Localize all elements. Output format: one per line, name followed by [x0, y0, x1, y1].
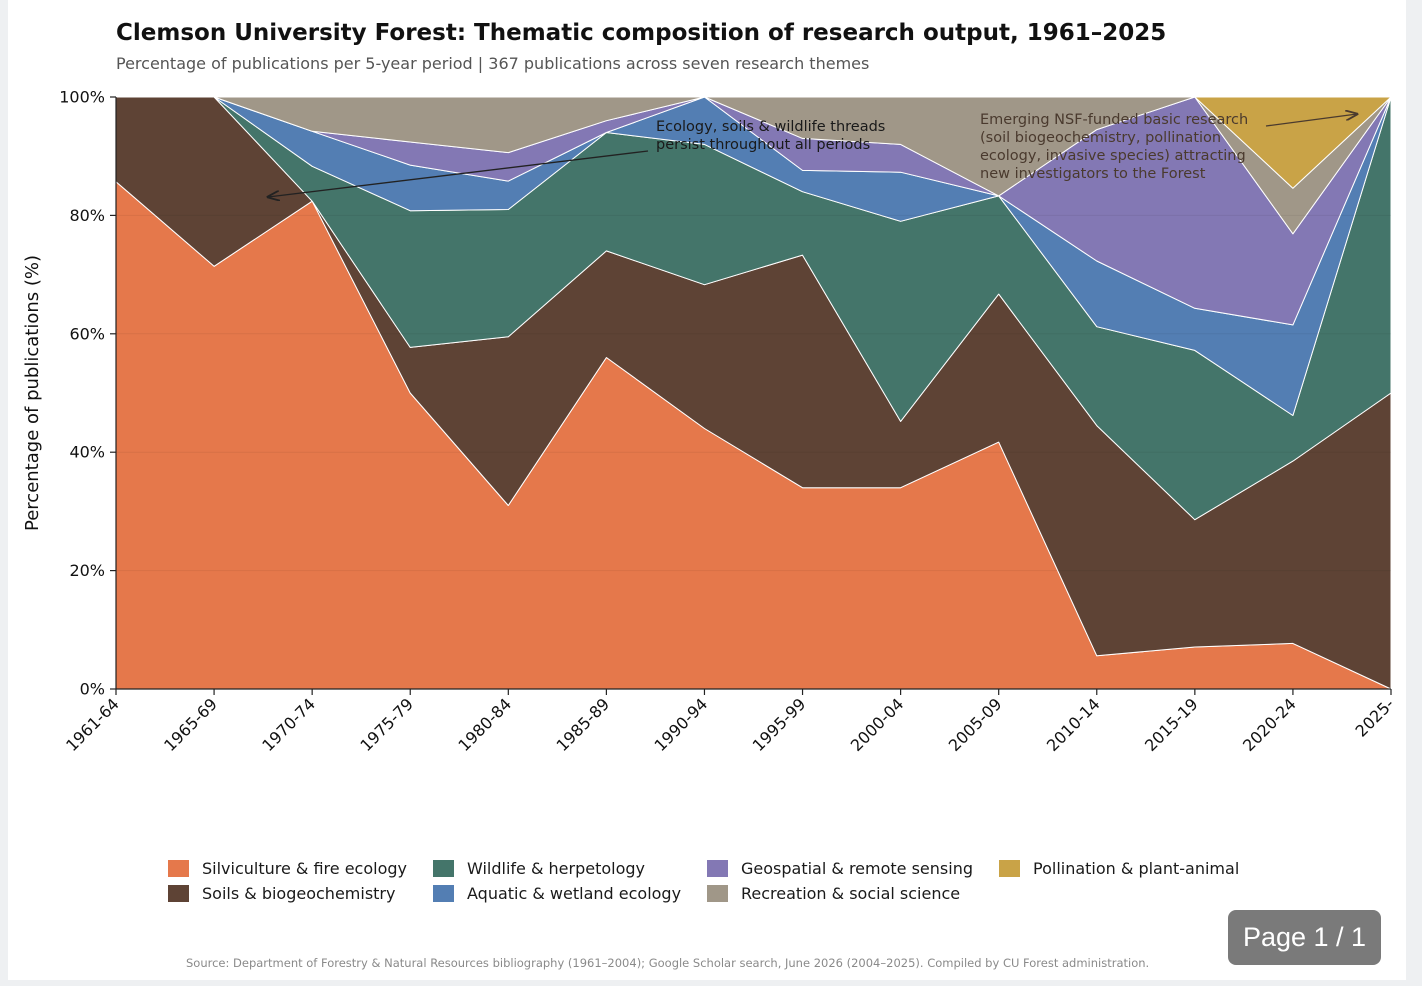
x-tick-label: 1985-89	[553, 694, 614, 755]
y-tick-label: 40%	[69, 443, 105, 462]
chart-legend: Silviculture & fire ecology Wildlife & he…	[168, 859, 1259, 903]
legend-item: Aquatic & wetland ecology	[433, 884, 707, 903]
x-tick-label: 1965-69	[160, 694, 221, 755]
x-tick-label: 2000-04	[847, 694, 908, 755]
legend-label: Wildlife & herpetology	[467, 859, 646, 878]
x-tick-label: 1970-74	[258, 694, 319, 755]
y-tick-label: 0%	[80, 680, 105, 699]
chart-title: Clemson University Forest: Thematic comp…	[116, 20, 1167, 46]
legend-swatch	[707, 885, 728, 902]
annotation-left-line: persist throughout all periods	[656, 137, 870, 153]
chart-page: Clemson University Forest: Thematic comp…	[8, 0, 1406, 980]
annotation-right-arrow	[1265, 114, 1357, 127]
annotation-right-line: ecology, invasive species) attracting	[980, 148, 1246, 164]
legend-label: Silviculture & fire ecology	[202, 859, 407, 878]
legend-item: Pollination & plant-animal	[999, 859, 1259, 878]
legend-item: Silviculture & fire ecology	[168, 859, 433, 878]
y-tick-label: 100%	[59, 88, 105, 107]
x-tick-label: 2025-	[1352, 694, 1398, 740]
area-chart: 0% 20% 40% 60% 80% 100% 1961-64 1965-69 1970-74 1…	[22, 88, 1398, 756]
x-tick-label: 2015-19	[1141, 694, 1202, 755]
x-tick-label: 1995-99	[749, 694, 810, 755]
page-indicator: Page 1 / 1	[1228, 910, 1381, 965]
x-tick-label: 1961-64	[62, 694, 123, 755]
x-tick-label: 1975-79	[356, 694, 417, 755]
legend-label: Pollination & plant-animal	[1033, 859, 1240, 878]
legend-label: Geospatial & remote sensing	[741, 859, 973, 878]
y-tick-label: 60%	[69, 324, 105, 343]
series-area-7	[115, 96, 1392, 189]
legend-swatch	[168, 885, 189, 902]
legend-label: Recreation & social science	[741, 884, 961, 903]
legend-item: Geospatial & remote sensing	[707, 859, 999, 878]
source-note: Source: Department of Forestry & Natural…	[186, 956, 1150, 970]
x-tick-label: 2005-09	[945, 694, 1006, 755]
annotation-left-line: Ecology, soils & wildlife threads	[656, 119, 885, 135]
y-tick-label: 20%	[69, 561, 105, 580]
y-tick-label: 80%	[69, 206, 105, 225]
legend-swatch	[433, 885, 454, 902]
legend-swatch	[707, 860, 728, 877]
chart-subtitle: Percentage of publications per 5-year pe…	[116, 54, 870, 73]
annotation-left-arrow	[268, 150, 649, 197]
annotation-right-line: Emerging NSF-funded basic research	[980, 112, 1248, 128]
legend-swatch	[168, 860, 189, 877]
x-tick-label: 2020-24	[1239, 694, 1300, 755]
legend-label: Soils & biogeochemistry	[202, 884, 396, 903]
annotation-right-line: new investigators to the Forest	[980, 166, 1206, 182]
legend-item: Recreation & social science	[707, 884, 999, 903]
legend-item: Wildlife & herpetology	[433, 859, 707, 878]
annotation-right-line: (soil biogeochemistry, pollination	[980, 130, 1221, 146]
legend-label: Aquatic & wetland ecology	[467, 884, 682, 903]
legend-item: Soils & biogeochemistry	[168, 884, 433, 903]
legend-swatch	[999, 860, 1020, 877]
x-tick-label: 2010-14	[1043, 694, 1104, 755]
y-axis-label: Percentage of publications (%)	[22, 255, 43, 531]
x-tick-label: 1990-94	[651, 694, 712, 755]
x-tick-label: 1980-84	[454, 694, 515, 755]
legend-swatch	[433, 860, 454, 877]
